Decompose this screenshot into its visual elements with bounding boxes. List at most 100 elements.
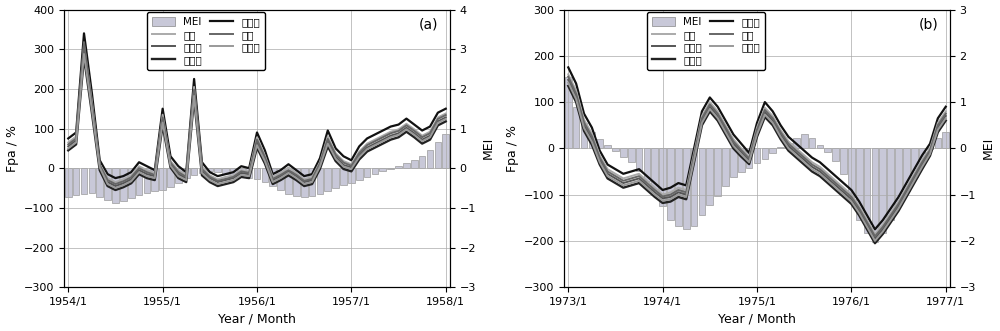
Bar xyxy=(104,168,111,200)
Bar xyxy=(403,164,410,168)
Bar xyxy=(167,168,174,187)
Bar xyxy=(277,168,284,190)
Bar xyxy=(644,148,650,181)
Bar xyxy=(675,148,682,226)
Bar xyxy=(151,168,158,191)
Bar xyxy=(159,168,166,190)
Bar xyxy=(785,143,792,148)
Bar xyxy=(832,148,839,161)
Bar xyxy=(246,168,252,178)
Bar xyxy=(895,148,902,205)
Bar xyxy=(364,168,370,177)
Bar xyxy=(809,138,815,148)
X-axis label: Year / Month: Year / Month xyxy=(718,312,796,325)
Bar xyxy=(769,148,776,153)
Y-axis label: Fpa / %: Fpa / % xyxy=(6,125,19,172)
Bar xyxy=(730,148,737,177)
Bar xyxy=(604,145,611,148)
Bar xyxy=(222,168,229,174)
Bar xyxy=(793,138,800,148)
Bar xyxy=(372,168,378,174)
Bar xyxy=(911,148,918,177)
Bar xyxy=(879,148,886,233)
Y-axis label: MEI: MEI xyxy=(481,137,494,160)
Bar xyxy=(628,148,635,162)
Bar xyxy=(651,148,658,190)
Bar xyxy=(589,132,595,148)
Bar xyxy=(620,148,627,157)
Bar xyxy=(435,142,441,168)
Bar xyxy=(175,168,182,183)
Bar xyxy=(254,168,260,179)
Bar xyxy=(348,168,355,183)
Legend: MEI, 普定, 乌江渡, 大花水, 洪家渡, 东风, 构皮滩: MEI, 普定, 乌江渡, 大花水, 洪家渡, 东风, 构皮滩 xyxy=(147,12,265,70)
X-axis label: Year / Month: Year / Month xyxy=(218,312,296,325)
Bar xyxy=(238,168,245,177)
Bar xyxy=(96,168,103,197)
Bar xyxy=(301,168,308,197)
Bar xyxy=(144,168,150,193)
Bar xyxy=(659,148,666,206)
Bar xyxy=(427,150,433,168)
Bar xyxy=(691,148,697,226)
Y-axis label: MEI: MEI xyxy=(981,137,994,160)
Bar xyxy=(230,168,237,176)
Bar xyxy=(817,145,823,148)
Bar xyxy=(73,168,79,195)
Bar xyxy=(379,168,386,171)
Bar xyxy=(65,168,72,197)
Bar xyxy=(596,139,603,148)
Bar xyxy=(112,168,119,203)
Bar xyxy=(872,148,878,242)
Bar xyxy=(722,148,729,186)
Bar xyxy=(754,148,760,163)
Bar xyxy=(332,168,339,188)
Bar xyxy=(442,134,449,168)
Text: (a): (a) xyxy=(419,18,438,32)
Bar xyxy=(706,148,713,205)
Bar xyxy=(683,148,690,229)
Bar xyxy=(856,148,863,220)
Y-axis label: Fpa / %: Fpa / % xyxy=(506,125,519,172)
Bar xyxy=(636,148,642,171)
Bar xyxy=(395,166,402,168)
Bar xyxy=(214,168,221,172)
Bar xyxy=(573,107,579,148)
Bar xyxy=(285,168,292,194)
Bar xyxy=(667,148,674,220)
Bar xyxy=(191,168,197,175)
Text: (b): (b) xyxy=(918,18,938,32)
Bar xyxy=(824,148,831,152)
Bar xyxy=(262,168,268,182)
Bar xyxy=(206,168,213,171)
Bar xyxy=(317,168,323,194)
Bar xyxy=(356,168,363,180)
Bar xyxy=(199,168,205,173)
Bar xyxy=(293,168,300,196)
Bar xyxy=(919,148,925,163)
Bar xyxy=(612,148,619,151)
Bar xyxy=(738,148,745,172)
Bar xyxy=(935,138,941,148)
Legend: MEI, 普定, 乌江渡, 大花水, 洪家渡, 东风, 构皮滩: MEI, 普定, 乌江渡, 大花水, 洪家渡, 东风, 构皮滩 xyxy=(647,12,765,70)
Bar xyxy=(840,148,847,174)
Bar xyxy=(183,168,190,178)
Bar xyxy=(887,148,894,220)
Bar xyxy=(942,132,949,148)
Bar xyxy=(324,168,331,191)
Bar xyxy=(81,168,87,194)
Bar xyxy=(777,147,784,148)
Bar xyxy=(699,148,705,215)
Bar xyxy=(927,148,933,149)
Bar xyxy=(746,148,752,168)
Bar xyxy=(581,123,587,148)
Bar xyxy=(136,168,142,195)
Bar xyxy=(340,168,347,185)
Bar xyxy=(387,168,394,169)
Bar xyxy=(411,160,418,168)
Bar xyxy=(848,148,855,197)
Bar xyxy=(714,148,721,196)
Bar xyxy=(801,133,808,148)
Bar xyxy=(864,148,870,233)
Bar xyxy=(762,148,768,159)
